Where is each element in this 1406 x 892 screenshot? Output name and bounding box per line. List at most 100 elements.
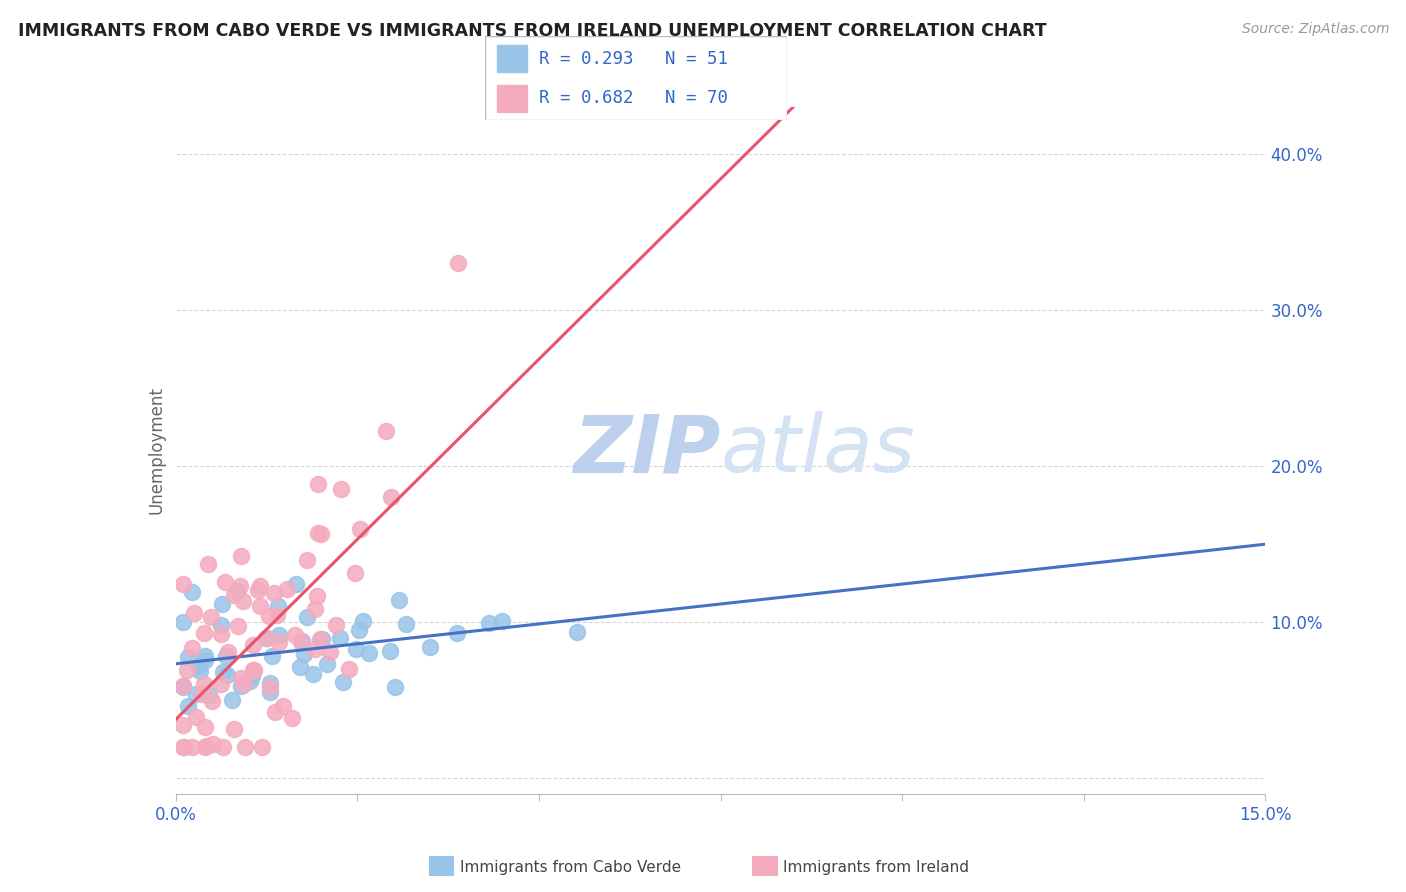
Point (183, 606, 205, 620)
Point (257, 608, 280, 623)
Point (256, 631, 278, 645)
Point (264, 705, 287, 719)
Point (290, 635, 312, 649)
Point (262, 649, 284, 664)
Point (222, 722, 245, 736)
Point (344, 642, 367, 657)
Point (329, 482, 352, 496)
Point (177, 699, 200, 714)
Point (249, 578, 271, 592)
Point (304, 602, 326, 616)
Point (188, 664, 211, 678)
Point (242, 663, 264, 677)
Text: ZIP: ZIP (574, 411, 721, 490)
Point (240, 669, 263, 683)
Point (395, 616, 418, 631)
Point (172, 680, 194, 694)
Point (254, 631, 277, 645)
Point (232, 677, 254, 691)
Point (176, 663, 198, 677)
Point (259, 685, 281, 699)
Point (344, 566, 367, 581)
Point (242, 638, 264, 652)
Point (304, 642, 326, 657)
Point (259, 680, 281, 694)
Point (172, 576, 194, 591)
Point (224, 588, 246, 602)
Point (194, 739, 217, 754)
Point (565, 625, 588, 640)
Point (190, 687, 212, 701)
Point (229, 579, 252, 593)
Point (259, 676, 281, 690)
Point (194, 740, 217, 755)
Point (380, 490, 402, 504)
Point (337, 662, 360, 676)
Point (276, 582, 298, 596)
Point (446, 625, 468, 640)
Point (305, 590, 328, 604)
Point (318, 645, 340, 659)
Point (232, 594, 254, 608)
Point (311, 527, 333, 541)
Point (172, 718, 194, 732)
Text: R = 0.293   N = 51: R = 0.293 N = 51 (540, 50, 728, 68)
Point (309, 632, 332, 646)
Point (226, 619, 249, 633)
Point (302, 666, 325, 681)
Point (388, 593, 411, 607)
Point (267, 635, 290, 649)
Point (349, 624, 371, 638)
Point (281, 711, 304, 725)
Bar (498, 85, 527, 112)
Point (384, 681, 406, 695)
Point (447, 256, 470, 270)
Point (217, 645, 239, 659)
Point (329, 631, 352, 645)
Point (211, 665, 233, 679)
Point (172, 740, 194, 755)
Point (307, 476, 329, 491)
Point (173, 740, 195, 755)
Point (211, 597, 233, 611)
Point (231, 549, 253, 563)
Point (177, 649, 200, 664)
Y-axis label: Unemployment: Unemployment (148, 386, 166, 515)
Point (194, 720, 217, 734)
Text: Immigrants from Ireland: Immigrants from Ireland (783, 860, 969, 874)
Point (242, 663, 264, 677)
Point (184, 709, 207, 723)
Point (215, 648, 238, 663)
Point (193, 625, 215, 640)
Point (478, 615, 501, 630)
Point (271, 698, 294, 713)
Point (181, 740, 204, 755)
Point (288, 660, 311, 674)
Point (201, 693, 224, 707)
Point (214, 575, 236, 590)
Point (239, 673, 262, 688)
Point (374, 424, 396, 438)
Point (221, 693, 243, 707)
Point (290, 633, 312, 648)
Point (180, 640, 202, 655)
Point (325, 618, 347, 632)
Point (294, 647, 316, 661)
Text: R = 0.682   N = 70: R = 0.682 N = 70 (540, 89, 728, 107)
Point (217, 668, 239, 682)
Point (209, 617, 232, 632)
Point (233, 739, 256, 754)
Point (202, 738, 225, 752)
Point (194, 648, 217, 663)
Point (249, 599, 271, 613)
Point (316, 657, 339, 671)
Point (307, 525, 329, 540)
Point (419, 640, 441, 654)
Point (311, 632, 333, 646)
Point (284, 628, 307, 642)
Text: IMMIGRANTS FROM CABO VERDE VS IMMIGRANTS FROM IRELAND UNEMPLOYMENT CORRELATION C: IMMIGRANTS FROM CABO VERDE VS IMMIGRANTS… (18, 22, 1047, 40)
Text: Immigrants from Cabo Verde: Immigrants from Cabo Verde (460, 860, 681, 874)
Text: atlas: atlas (721, 411, 915, 490)
Point (267, 599, 290, 613)
Point (357, 646, 380, 660)
